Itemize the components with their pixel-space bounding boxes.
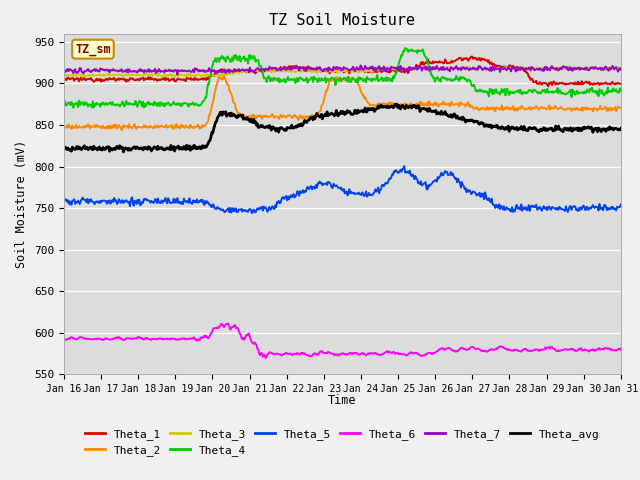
Theta_avg [617,126,625,132]
Theta_6 [204,335,211,340]
Theta_avg [313,110,321,116]
Theta_1 [60,77,68,83]
Theta_avg [393,101,401,107]
Theta_2 [314,113,322,119]
Theta_4 [481,89,489,95]
Theta_3 [617,66,625,72]
Theta_5 [204,198,211,204]
Theta_5 [389,172,397,178]
Theta_7 [204,68,212,74]
Line: Theta_3: Theta_3 [64,67,621,77]
Theta_5 [481,190,489,195]
Theta_avg [204,141,212,146]
Y-axis label: Soil Moisture (mV): Soil Moisture (mV) [15,140,28,268]
Title: TZ Soil Moisture: TZ Soil Moisture [269,13,415,28]
Theta_3 [313,68,321,74]
Theta_3 [60,72,68,78]
Theta_avg [434,111,442,117]
Theta_2 [617,105,625,111]
Theta_3 [81,74,89,80]
Theta_1 [617,81,625,87]
Line: Theta_avg: Theta_avg [64,104,621,152]
Text: TZ_sm: TZ_sm [75,43,111,56]
Theta_7 [173,72,181,78]
Theta_4 [313,77,321,83]
Theta_7 [617,67,625,72]
Theta_4 [401,45,409,51]
Theta_6 [314,352,322,358]
Theta_2 [159,123,167,129]
Theta_5 [401,163,408,169]
Theta_4 [389,73,397,79]
Theta_2 [216,72,223,78]
Theta_6 [262,355,269,361]
Theta_7 [434,65,442,71]
Theta_2 [118,127,125,133]
Theta_6 [434,348,442,354]
Theta_5 [313,185,321,191]
Theta_6 [481,348,489,354]
Line: Theta_1: Theta_1 [64,57,621,86]
Line: Theta_5: Theta_5 [64,166,621,213]
Theta_4 [159,101,167,107]
Theta_7 [390,65,398,71]
Theta_7 [60,69,68,74]
X-axis label: Time: Time [328,394,356,407]
Theta_3 [565,64,573,70]
Theta_1 [545,84,552,89]
Theta_6 [390,349,398,355]
Theta_2 [60,123,68,129]
Line: Theta_7: Theta_7 [64,65,621,75]
Theta_avg [159,146,167,152]
Theta_1 [312,67,320,72]
Theta_3 [159,73,167,79]
Theta_1 [432,59,440,65]
Theta_3 [389,65,397,71]
Legend: Theta_1, Theta_2, Theta_3, Theta_4, Theta_5, Theta_6, Theta_7, Theta_avg: Theta_1, Theta_2, Theta_3, Theta_4, Thet… [81,424,604,460]
Line: Theta_2: Theta_2 [64,75,621,130]
Theta_2 [204,119,212,124]
Theta_3 [480,65,488,71]
Theta_4 [617,87,625,93]
Theta_5 [434,174,442,180]
Theta_4 [70,105,77,110]
Line: Theta_4: Theta_4 [64,48,621,108]
Theta_1 [480,56,488,62]
Theta_3 [204,72,212,77]
Theta_5 [617,202,625,208]
Line: Theta_6: Theta_6 [64,324,621,358]
Theta_3 [433,65,440,71]
Theta_1 [159,75,166,81]
Theta_avg [481,123,489,129]
Theta_5 [248,210,255,216]
Theta_4 [434,74,442,80]
Theta_5 [159,200,166,205]
Theta_7 [313,64,321,70]
Theta_2 [390,101,398,107]
Theta_7 [159,68,166,74]
Theta_1 [468,54,476,60]
Theta_6 [60,336,68,342]
Theta_1 [204,75,211,81]
Theta_4 [60,99,68,105]
Theta_avg [60,144,68,150]
Theta_avg [389,105,397,110]
Theta_4 [204,81,212,86]
Theta_7 [356,62,364,68]
Theta_6 [617,347,625,353]
Theta_6 [159,336,166,342]
Theta_5 [60,197,68,203]
Theta_7 [481,64,489,70]
Theta_2 [481,106,489,112]
Theta_avg [120,149,127,155]
Theta_6 [225,321,232,326]
Theta_2 [434,102,442,108]
Theta_1 [388,68,396,73]
